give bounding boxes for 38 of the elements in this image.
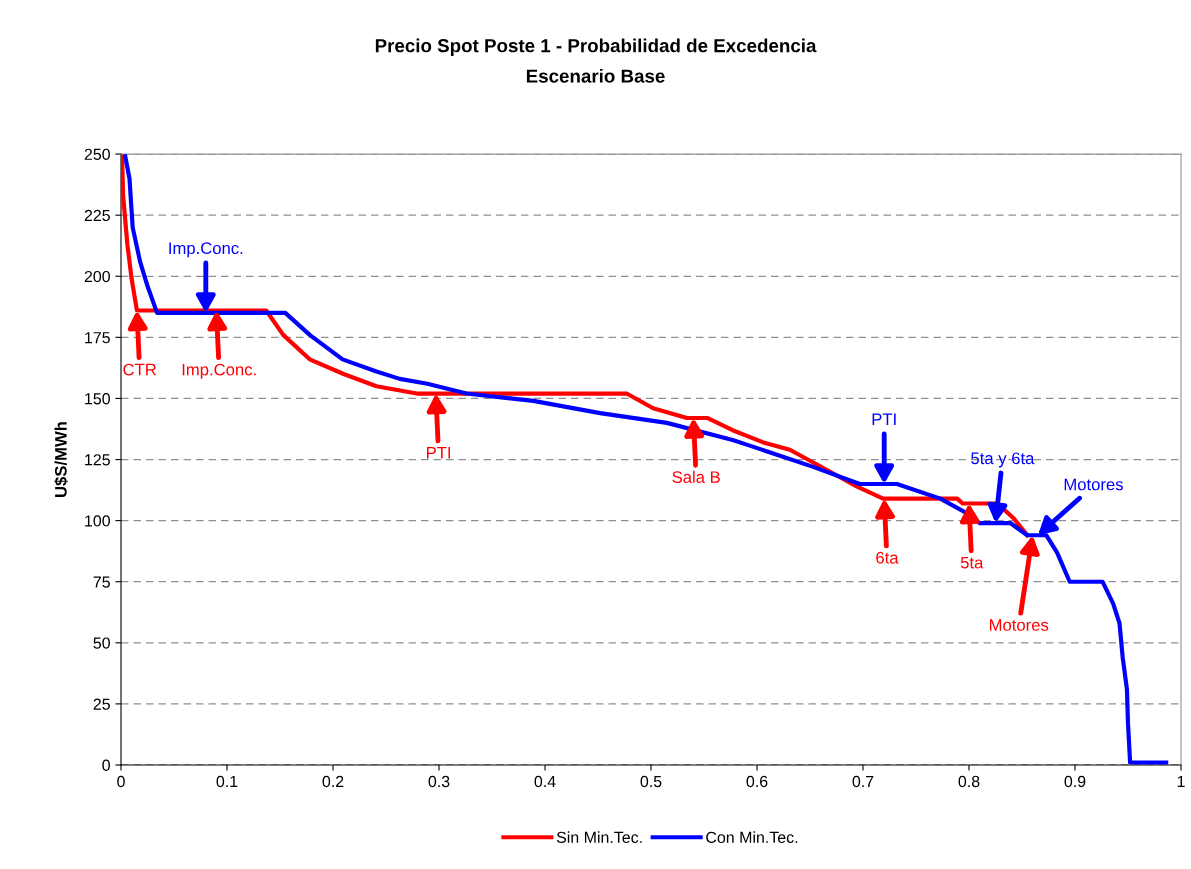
annotation: PTI xyxy=(427,446,451,459)
y-tick-label: 250 xyxy=(84,148,110,161)
annotation: 5ta y 6ta xyxy=(971,452,1035,468)
annotation: 5ta xyxy=(960,556,984,569)
y-tick-label: 25 xyxy=(93,698,110,710)
y-tick-label: 200 xyxy=(84,270,110,283)
annotation: 6ta xyxy=(876,551,899,564)
x-tick-label: 0.7 xyxy=(852,775,874,788)
y-tick-label: 75 xyxy=(93,576,110,588)
x-tick-label: 0.3 xyxy=(428,775,450,788)
x-tick-label: 1 xyxy=(1177,775,1185,787)
y-tick-label: 100 xyxy=(85,515,110,527)
x-tick-label: 0 xyxy=(117,775,125,788)
legend-label: Con Min.Tec. xyxy=(706,831,798,844)
x-tick-label: 0.9 xyxy=(1064,775,1086,788)
y-axis-title: U$S/MWh xyxy=(54,422,68,497)
chart-subtitle: Escenario Base xyxy=(526,68,665,83)
annotation: Motores xyxy=(1064,478,1123,491)
y-tick-label: 50 xyxy=(93,637,110,649)
x-tick-label: 0.2 xyxy=(322,775,344,788)
annotation: Sala B xyxy=(672,470,720,484)
y-tick-label: 150 xyxy=(85,393,110,405)
legend-label: Sin Min.Tec. xyxy=(556,831,642,844)
y-tick-label: 0 xyxy=(102,759,110,771)
annotation: Imp.Conc. xyxy=(182,363,256,379)
x-tick-label: 0.5 xyxy=(640,775,662,788)
x-tick-label: 0.6 xyxy=(746,775,768,788)
y-tick-label: 175 xyxy=(85,332,110,344)
annotation: Imp.Conc. xyxy=(169,242,243,258)
chart-title: Precio Spot Poste 1 - Probabilidad de Excedencia xyxy=(375,38,817,57)
x-tick-label: 0.8 xyxy=(958,775,980,788)
x-tick-label: 0.1 xyxy=(216,775,238,788)
annotation: Motores xyxy=(989,619,1049,631)
y-tick-label: 225 xyxy=(84,209,110,222)
x-tick-label: 0.4 xyxy=(534,775,556,788)
annotation: CTR xyxy=(123,363,157,376)
y-tick-label: 125 xyxy=(85,454,110,466)
annotation: PTI xyxy=(872,413,896,425)
